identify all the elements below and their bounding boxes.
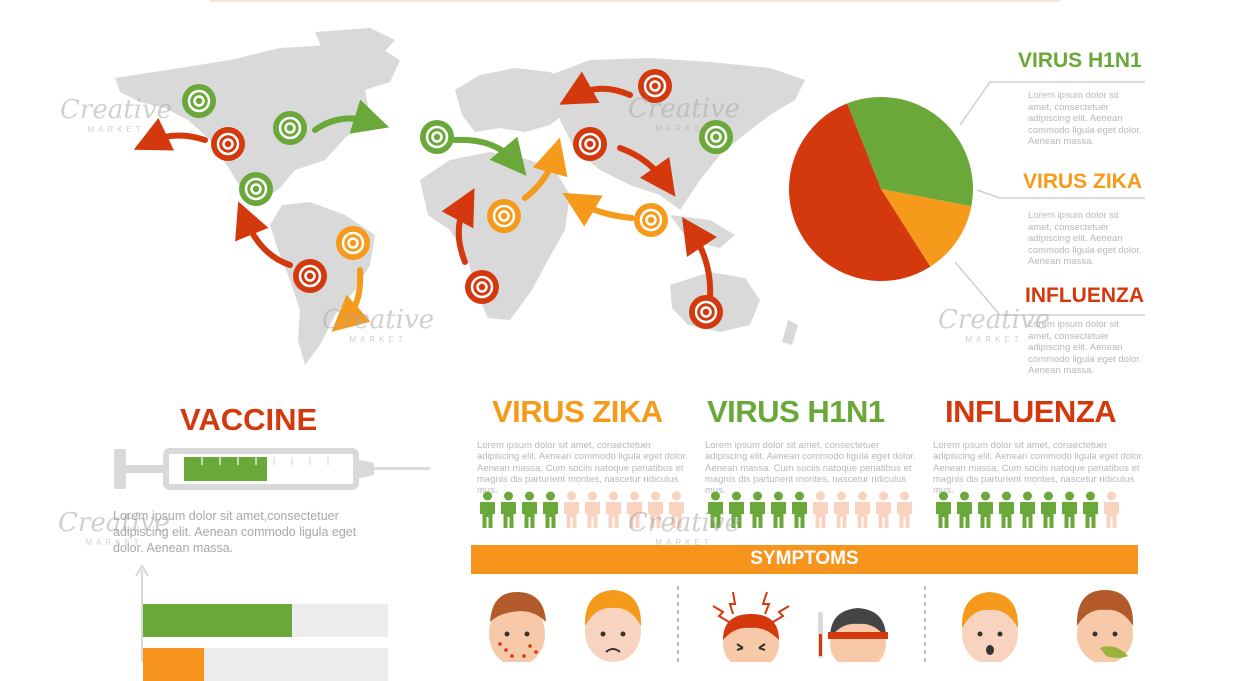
pie-slice-1 (881, 189, 972, 267)
arrow-flu-3 (441, 188, 475, 265)
person-infected-icon (1059, 491, 1080, 534)
person-healthy-icon (810, 491, 831, 534)
arrow-zika-2 (522, 137, 568, 201)
vaccine-bar-track (143, 604, 388, 637)
person-healthy-icon (873, 491, 894, 534)
asia (550, 58, 805, 210)
people-row-influenza (933, 491, 1122, 534)
person-infected-icon (498, 491, 519, 534)
person-infected-icon (519, 491, 540, 534)
person-infected-icon (1080, 491, 1101, 534)
north-america (115, 42, 400, 202)
column-h1n1-text: Lorem ipsum dolor sit amet, consectetuer… (705, 440, 916, 497)
person-infected-icon (1017, 491, 1038, 534)
arrow-flu-5 (559, 71, 633, 105)
face-rash-icon (489, 592, 546, 662)
face-headache-icon (712, 591, 790, 662)
spread-arrows (133, 71, 717, 332)
syringe-icon (114, 448, 430, 490)
person-healthy-icon (603, 491, 624, 534)
person-infected-icon (996, 491, 1017, 534)
europe (455, 68, 575, 132)
arrow-zika-1 (331, 267, 371, 332)
vaccine-bar-fill (143, 648, 204, 681)
marker-flu (637, 68, 673, 109)
vaccine-bar-fill (143, 604, 292, 637)
person-healthy-icon (831, 491, 852, 534)
column-h1n1-title: VIRUS H1N1 (707, 394, 885, 429)
person-infected-icon (540, 491, 561, 534)
face-surprised-icon (961, 592, 1019, 662)
column-influenza-text: Lorem ipsum dolor sit amet, consectetuer… (933, 440, 1144, 497)
marker-flu (210, 126, 246, 167)
person-healthy-icon (1101, 491, 1122, 534)
arrow-h1n1-2 (452, 136, 527, 176)
greenland (315, 28, 395, 68)
marker-flu (464, 269, 500, 310)
arrow-flu-4 (617, 145, 676, 197)
people-row-zika (477, 491, 687, 534)
new-zealand (782, 320, 798, 345)
marker-h1n1 (181, 83, 217, 124)
legend-h1n1-text: Lorem ipsum dolor sit amet, consectetuer… (1028, 90, 1142, 147)
pie-slice-2 (789, 103, 931, 281)
symptom-dividers (677, 586, 926, 662)
legend-h1n1-title: VIRUS H1N1 (1018, 49, 1142, 72)
pie-slice-0 (847, 97, 973, 207)
person-infected-icon (705, 491, 726, 534)
person-infected-icon (789, 491, 810, 534)
marker-zika (335, 225, 371, 266)
marker-zika (486, 198, 522, 239)
vaccine-bar-track (143, 648, 388, 681)
marker-h1n1 (238, 171, 274, 212)
person-healthy-icon (852, 491, 873, 534)
arrow-flu-6 (682, 217, 717, 301)
person-infected-icon (1038, 491, 1059, 534)
arrow-flu-1 (133, 117, 208, 151)
arrow-flu-2 (235, 201, 293, 268)
person-healthy-icon (894, 491, 915, 534)
column-influenza-title: INFLUENZA (945, 394, 1117, 429)
marker-h1n1 (272, 110, 308, 151)
marker-h1n1 (419, 119, 455, 160)
vaccine-text: Lorem ipsum dolor sit amet,consectetuer … (113, 509, 357, 555)
person-healthy-icon (582, 491, 603, 534)
person-healthy-icon (645, 491, 666, 534)
marker-flu (572, 126, 608, 167)
marker-h1n1 (698, 119, 734, 160)
person-healthy-icon (561, 491, 582, 534)
legend-zika-title: VIRUS ZIKA (1023, 170, 1143, 193)
person-healthy-icon (624, 491, 645, 534)
face-sick-icon (1076, 590, 1134, 662)
legend-lines (955, 81, 1145, 316)
arrow-zika-3 (562, 192, 635, 227)
column-zika-title: VIRUS ZIKA (492, 394, 663, 429)
person-infected-icon (933, 491, 954, 534)
person-infected-icon (477, 491, 498, 534)
person-healthy-icon (666, 491, 687, 534)
legend-influenza-title: INFLUENZA (1025, 284, 1144, 307)
vaccine-bar-axis (135, 564, 149, 662)
legend-zika-text: Lorem ipsum dolor sit amet, consectetuer… (1028, 210, 1142, 267)
person-infected-icon (954, 491, 975, 534)
marker-flu (292, 258, 328, 299)
face-sad-icon (584, 590, 642, 662)
arrow-h1n1-1 (312, 99, 390, 134)
column-zika-text: Lorem ipsum dolor sit amet, consectetuer… (477, 440, 688, 497)
legend-influenza-text: Lorem ipsum dolor sit amet, consectetuer… (1028, 319, 1142, 376)
symptoms-banner: SYMPTOMS (471, 545, 1138, 574)
marker-flu (688, 294, 724, 335)
top-divider (210, 0, 1060, 2)
person-infected-icon (726, 491, 747, 534)
vaccine-title: VACCINE (180, 402, 318, 437)
marker-zika (633, 202, 669, 243)
person-infected-icon (768, 491, 789, 534)
person-infected-icon (975, 491, 996, 534)
face-fever-icon (818, 608, 888, 662)
syringe-liquid (184, 457, 267, 481)
pie-chart (789, 97, 973, 281)
people-row-h1n1 (705, 491, 915, 534)
person-infected-icon (747, 491, 768, 534)
